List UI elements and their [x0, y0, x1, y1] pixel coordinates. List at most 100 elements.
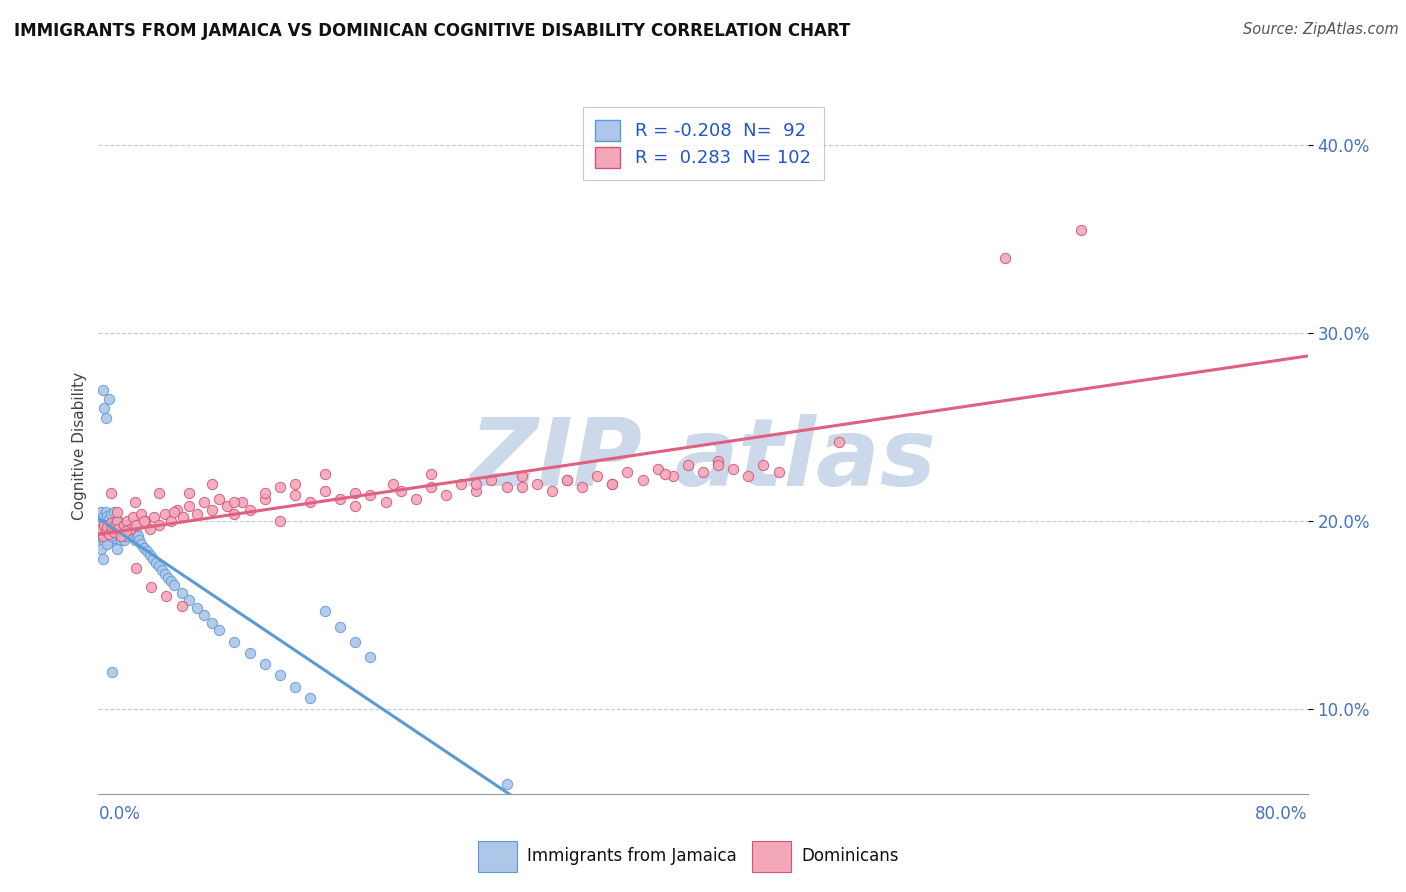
- Point: [124, 533, 146, 547]
- Bar: [752, 840, 792, 872]
- Point: [90, 529, 112, 543]
- Point: [120, 525, 142, 540]
- Point: [142, 551, 165, 566]
- Point: [101, 533, 124, 547]
- Point: [105, 505, 128, 519]
- Point: [115, 514, 138, 528]
- Point: [661, 469, 683, 483]
- Point: [101, 665, 124, 679]
- Point: [284, 488, 307, 502]
- Point: [299, 690, 322, 705]
- Text: Dominicans: Dominicans: [801, 847, 898, 865]
- Text: Immigrants from Jamaica: Immigrants from Jamaica: [527, 847, 737, 865]
- Point: [98, 392, 121, 406]
- Point: [132, 541, 155, 555]
- Y-axis label: Cognitive Disability: Cognitive Disability: [72, 372, 87, 520]
- Point: [105, 514, 128, 528]
- Point: [344, 486, 367, 500]
- Point: [284, 476, 307, 491]
- Point: [100, 516, 122, 530]
- Point: [721, 461, 744, 475]
- Point: [555, 473, 578, 487]
- Point: [93, 401, 115, 416]
- Point: [148, 559, 170, 574]
- Point: [89, 514, 111, 528]
- Point: [269, 668, 291, 682]
- Point: [125, 561, 148, 575]
- Point: [107, 522, 129, 536]
- Point: [208, 491, 231, 506]
- Point: [110, 522, 132, 536]
- Point: [153, 507, 176, 521]
- Point: [707, 458, 730, 472]
- Point: [111, 529, 134, 543]
- Point: [150, 563, 173, 577]
- Point: [676, 458, 699, 472]
- Point: [94, 410, 117, 425]
- Point: [93, 537, 115, 551]
- Point: [90, 542, 112, 557]
- Point: [481, 473, 503, 487]
- Point: [160, 574, 183, 589]
- Point: [125, 525, 148, 540]
- Point: [224, 634, 246, 648]
- Bar: [478, 840, 517, 872]
- Point: [114, 518, 136, 533]
- Point: [631, 473, 654, 487]
- Point: [101, 522, 124, 536]
- Point: [148, 518, 170, 533]
- Point: [156, 571, 179, 585]
- Point: [166, 503, 188, 517]
- Point: [118, 522, 141, 536]
- Point: [201, 476, 224, 491]
- Point: [177, 593, 201, 607]
- Point: [91, 522, 114, 536]
- Point: [96, 531, 118, 545]
- Point: [90, 518, 112, 533]
- Text: 80.0%: 80.0%: [1256, 805, 1308, 822]
- Point: [450, 476, 472, 491]
- Point: [201, 615, 224, 630]
- Point: [110, 533, 132, 547]
- Point: [344, 499, 367, 513]
- Point: [112, 533, 135, 547]
- Text: 0.0%: 0.0%: [98, 805, 141, 822]
- Point: [163, 505, 186, 519]
- Point: [172, 510, 194, 524]
- Point: [344, 634, 367, 648]
- Point: [104, 518, 127, 533]
- Point: [98, 527, 121, 541]
- Point: [100, 507, 122, 521]
- Point: [100, 518, 122, 533]
- Point: [96, 520, 118, 534]
- Point: [127, 529, 149, 543]
- Point: [107, 514, 129, 528]
- Point: [90, 505, 112, 519]
- Point: [314, 484, 336, 499]
- Point: [269, 480, 291, 494]
- Point: [737, 469, 759, 483]
- Point: [253, 491, 276, 506]
- Point: [329, 491, 352, 506]
- Point: [299, 495, 322, 509]
- Point: [239, 646, 262, 660]
- Point: [571, 480, 593, 494]
- Point: [329, 619, 352, 633]
- Point: [91, 533, 114, 547]
- Point: [692, 466, 714, 480]
- Point: [224, 507, 246, 521]
- Point: [93, 518, 115, 533]
- Point: [94, 505, 117, 519]
- Point: [224, 495, 246, 509]
- Point: [752, 458, 775, 472]
- Point: [526, 476, 548, 491]
- Point: [419, 480, 441, 494]
- Point: [122, 510, 145, 524]
- Point: [510, 469, 533, 483]
- Point: [555, 473, 578, 487]
- Point: [314, 605, 336, 619]
- Legend: R = -0.208  N=  92, R =  0.283  N= 102: R = -0.208 N= 92, R = 0.283 N= 102: [582, 107, 824, 180]
- Point: [145, 556, 167, 570]
- Point: [616, 466, 638, 480]
- Point: [284, 680, 307, 694]
